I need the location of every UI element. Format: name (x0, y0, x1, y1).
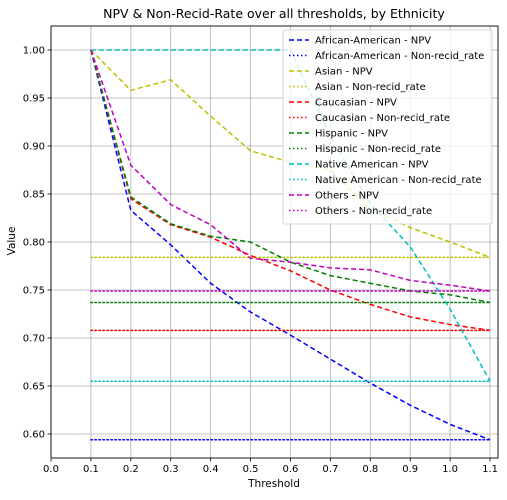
y-tick-label: 0.70 (23, 334, 45, 345)
y-tick-label: 0.95 (23, 94, 45, 105)
series-lines (90, 49, 491, 441)
legend-entry: Caucasian - Non-recid_rate (315, 113, 450, 124)
x-tick-label: 1.0 (442, 464, 458, 475)
y-tick-label: 0.90 (23, 142, 45, 153)
legend-entry: Asian - Non-recid_rate (315, 82, 426, 93)
series-line-0 (90, 49, 491, 441)
legend-entry: Native American - NPV (315, 160, 429, 171)
legend-entry: Hispanic - Non-recid_rate (315, 144, 441, 155)
y-tick-label: 0.80 (23, 238, 45, 249)
y-tick-label: 0.65 (23, 382, 45, 393)
legend-entry: African-American - Non-recid_rate (315, 51, 484, 62)
legend-entry: Caucasian - NPV (315, 98, 397, 109)
legend-entry: African-American - NPV (315, 36, 431, 47)
x-axis-label: Threshold (247, 478, 300, 490)
series-line-8 (90, 49, 491, 382)
series-line-4 (90, 49, 491, 332)
y-tick-label: 0.60 (23, 430, 45, 441)
y-axis-label: Value (6, 227, 18, 256)
x-tick-label: 0.7 (322, 464, 338, 475)
x-tick-label: 0.9 (402, 464, 418, 475)
y-tick-label: 1.00 (23, 46, 45, 57)
legend-box (282, 29, 493, 225)
y-tick-label: 0.85 (23, 190, 45, 201)
axis-ticks: 0.0 0.1 0.2 0.3 0.4 0.5 0.6 0.7 0.8 0.9 1.0 1.1 0.60… (23, 46, 498, 476)
x-tick-label: 0.5 (243, 464, 259, 475)
series-line-6 (90, 49, 491, 304)
x-tick-label: 0.1 (83, 464, 99, 475)
legend-entry: Hispanic - NPV (315, 129, 388, 140)
legend-entry: Native American - Non-recid_rate (315, 175, 482, 186)
x-tick-label: 0.0 (43, 464, 59, 475)
x-tick-label: 0.4 (203, 464, 219, 475)
legend-entry: Asian - NPV (315, 67, 373, 78)
x-tick-label: 0.3 (163, 464, 179, 475)
legend: African-American - NPV African-American -… (282, 29, 493, 225)
x-tick-label: 1.1 (482, 464, 498, 475)
series-line-10 (90, 49, 491, 292)
legend-entry: Others - NPV (315, 191, 379, 202)
series-line-2 (90, 49, 491, 259)
x-tick-label: 0.6 (283, 464, 299, 475)
x-tick-label: 0.2 (123, 464, 139, 475)
chart-title: NPV & Non-Recid-Rate over all thresholds… (103, 6, 445, 21)
x-tick-label: 0.8 (362, 464, 378, 475)
y-tick-label: 0.75 (23, 286, 45, 297)
legend-entry: Others - Non-recid_rate (315, 206, 432, 217)
